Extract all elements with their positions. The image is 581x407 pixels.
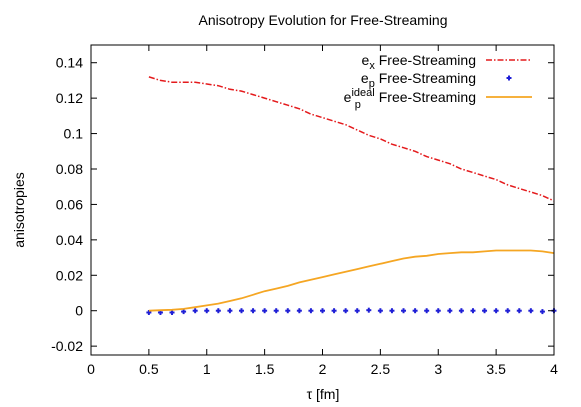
series-2-point xyxy=(169,309,175,315)
y-axis-label: anisotropies xyxy=(11,172,27,248)
series-1-line xyxy=(148,76,555,202)
series-2-point xyxy=(273,308,279,314)
y-tick-label: 0.1 xyxy=(64,126,84,142)
series-2-point xyxy=(215,308,221,314)
series-2-point xyxy=(458,308,464,314)
plot-area xyxy=(146,76,557,315)
series-2-point xyxy=(435,308,441,314)
series-3-line xyxy=(148,249,555,312)
series-2-point xyxy=(331,308,337,314)
series-2-point xyxy=(505,308,511,314)
x-tick-label: 2.5 xyxy=(371,361,391,377)
series-2-point xyxy=(296,308,302,314)
series-2-point xyxy=(539,309,545,315)
legend-label-2: ep Free-Streaming xyxy=(361,70,476,90)
x-tick-label: 1.5 xyxy=(255,361,275,377)
y-tick-label: -0.02 xyxy=(51,338,83,354)
series-2-point xyxy=(308,308,314,314)
series-2-point xyxy=(424,308,430,314)
chart-title: Anisotropy Evolution for Free-Streaming xyxy=(199,12,448,28)
y-tick-label: 0.06 xyxy=(56,196,83,212)
y-tick-label: 0 xyxy=(75,303,83,319)
series-2-point xyxy=(320,308,325,314)
series-2-point xyxy=(366,307,372,313)
series-2-point xyxy=(262,308,268,314)
y-tick-label: 0.02 xyxy=(56,267,83,283)
series-2-point xyxy=(389,308,395,314)
y-tick-label: 0.12 xyxy=(56,90,83,106)
legend-label-3: eideal p Free-Streaming xyxy=(344,87,476,111)
series-2-point xyxy=(412,308,418,314)
series-2-point xyxy=(516,308,522,314)
legend-label-1: ex Free-Streaming xyxy=(362,52,476,72)
series-2-point xyxy=(227,308,233,314)
series-2-point xyxy=(482,308,488,314)
x-axis-label: τ [fm] xyxy=(307,386,340,402)
x-tick-label: 0 xyxy=(87,361,95,377)
x-tick-label: 3.5 xyxy=(486,361,506,377)
legend-marker-2 xyxy=(506,75,512,81)
x-tick-label: 3 xyxy=(434,361,442,377)
series-2-point xyxy=(343,308,349,314)
x-tick-label: 2 xyxy=(319,361,327,377)
series-2-point xyxy=(285,308,291,314)
x-tick-label: 4 xyxy=(550,361,558,377)
series-2-point xyxy=(250,308,256,314)
series-2-point xyxy=(528,308,534,314)
series-2-point xyxy=(204,308,210,314)
series-2-point xyxy=(192,308,198,314)
series-2-point xyxy=(493,308,499,314)
x-tick-label: 0.5 xyxy=(139,361,159,377)
series-2-point xyxy=(238,308,244,314)
y-tick-label: 0.08 xyxy=(56,161,83,177)
series-2-point xyxy=(377,308,383,314)
y-tick-label: 0.04 xyxy=(56,232,83,248)
series-2-point xyxy=(354,308,360,314)
series-2-point xyxy=(401,308,407,314)
series-2-point xyxy=(447,308,453,314)
y-tick-label: 0.14 xyxy=(56,55,83,71)
x-tick-label: 1 xyxy=(203,361,211,377)
series-2-point xyxy=(470,308,476,314)
series-2-point xyxy=(146,309,152,315)
series-2-point xyxy=(181,309,187,315)
